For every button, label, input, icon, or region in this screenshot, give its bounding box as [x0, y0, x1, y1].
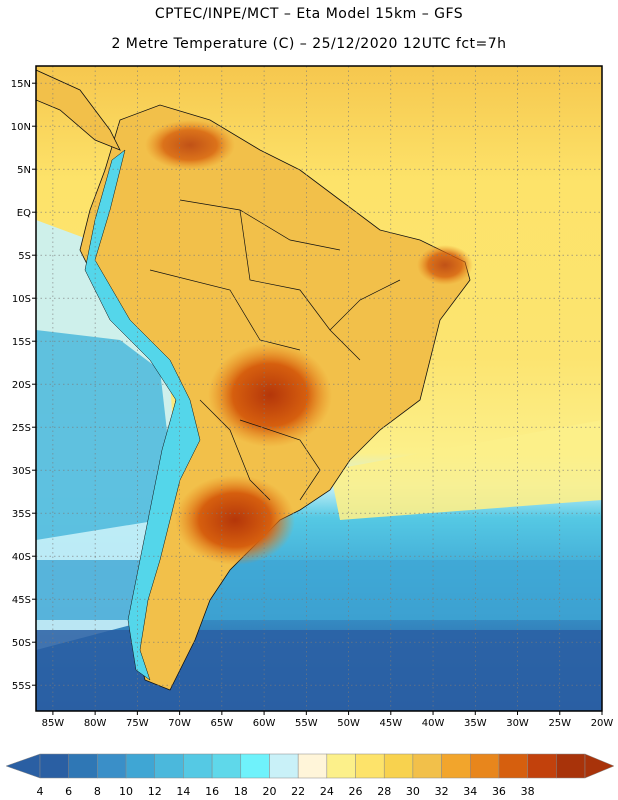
colorbar-label: 4 — [37, 785, 44, 798]
colorbar-label: 10 — [119, 785, 133, 798]
latitude-labels: 15N 10N 5N EQ 5S 10S 15S 20S 25S 30S 35S 40S 45S 50S 5… — [11, 79, 36, 692]
colorbar-swatch — [125, 753, 155, 779]
map-frame — [35, 65, 603, 712]
longitude-label: 55W — [295, 718, 318, 729]
colorbar-label: 28 — [377, 785, 391, 798]
colorbar-label: 36 — [492, 785, 506, 798]
longitude-label: 25W — [548, 718, 571, 729]
longitude-label: 35W — [464, 718, 487, 729]
colorbar-label: 14 — [176, 785, 190, 798]
latitude-label: 40S — [12, 552, 31, 563]
colorbar-label: 18 — [234, 785, 248, 798]
colorbar-swatch — [97, 753, 127, 779]
colorbar-under-arrow — [5, 753, 41, 779]
colorbar-swatch — [183, 753, 213, 779]
latitude-label: EQ — [17, 208, 31, 219]
latitude-label: 35S — [12, 509, 31, 520]
colorbar-label: 38 — [521, 785, 535, 798]
colorbar-label: 26 — [349, 785, 363, 798]
latitude-label: 50S — [12, 638, 31, 649]
latitude-label: 45S — [12, 595, 31, 606]
map-title-line1: CPTEC/INPE/MCT – Eta Model 15km – GFS — [154, 6, 464, 22]
colorbar-swatch — [355, 753, 385, 779]
colorbar-label: 30 — [406, 785, 420, 798]
longitude-label: 45W — [379, 718, 402, 729]
polar-ocean-band — [36, 630, 602, 711]
latitude-label: 20S — [12, 380, 31, 391]
latitude-label: 10N — [11, 122, 31, 133]
longitude-label: 70W — [168, 718, 191, 729]
latitude-label: 30S — [12, 466, 31, 477]
colorbar-label: 6 — [65, 785, 72, 798]
colorbar-swatch — [470, 753, 500, 779]
latitude-label: 15S — [12, 337, 31, 348]
colorbar-swatch — [556, 753, 586, 779]
colorbar-swatch — [441, 753, 471, 779]
andes-cold-strip — [84, 149, 201, 681]
map-title-line2: 2 Metre Temperature (C) – 25/12/2020 12U… — [111, 36, 507, 52]
longitude-label: 50W — [337, 718, 360, 729]
colorbar-label: 20 — [262, 785, 276, 798]
colorbar-swatch — [498, 753, 528, 779]
colorbar-swatch — [39, 753, 69, 779]
longitude-label: 30W — [506, 718, 529, 729]
latitude-label: 5S — [18, 251, 31, 262]
latitude-label: 55S — [12, 681, 31, 692]
latitude-label: 5N — [17, 165, 31, 176]
atlantic-warm-water — [330, 420, 602, 520]
colorbar-over-arrow — [584, 753, 615, 779]
latitude-label: 25S — [12, 423, 31, 434]
longitude-label: 40W — [422, 718, 445, 729]
longitude-label: 75W — [126, 718, 149, 729]
longitude-label: 80W — [84, 718, 107, 729]
hot-core-central — [208, 343, 332, 447]
colorbar-swatch — [269, 753, 299, 779]
colorbar-swatch — [527, 753, 557, 779]
colorbar-swatch — [68, 753, 98, 779]
longitude-label: 20W — [591, 718, 614, 729]
colorbar-label: 22 — [291, 785, 305, 798]
longitude-label: 60W — [253, 718, 276, 729]
colorbar-label: 34 — [463, 785, 477, 798]
central-america — [36, 69, 121, 151]
pacific-colder-water — [36, 330, 168, 540]
colorbar-swatch — [211, 753, 242, 779]
colorbar-swatch — [326, 753, 356, 779]
colorbar-swatch — [297, 753, 328, 779]
colorbar-swatch — [154, 753, 184, 779]
colorbar-label: 8 — [94, 785, 101, 798]
longitude-label: 85W — [42, 718, 65, 729]
latitude-label: 15N — [11, 79, 31, 90]
colorbar-swatch — [240, 753, 270, 779]
longitude-label: 65W — [211, 718, 234, 729]
latitude-label: 10S — [12, 294, 31, 305]
colorbar-label: 32 — [435, 785, 449, 798]
colorbar-label: 16 — [205, 785, 219, 798]
longitude-labels: 85W 80W 75W 70W 65W 60W 55W 50W 45W 40W 35W 30W 25W 2… — [42, 711, 614, 729]
colorbar-swatch — [412, 753, 442, 779]
hot-core-pampas — [175, 475, 295, 565]
colorbar-swatch — [383, 753, 414, 779]
country-borders — [149, 199, 401, 501]
colorbar-label: 12 — [148, 785, 162, 798]
colorbar-label: 24 — [320, 785, 334, 798]
hot-core-north — [145, 120, 235, 170]
